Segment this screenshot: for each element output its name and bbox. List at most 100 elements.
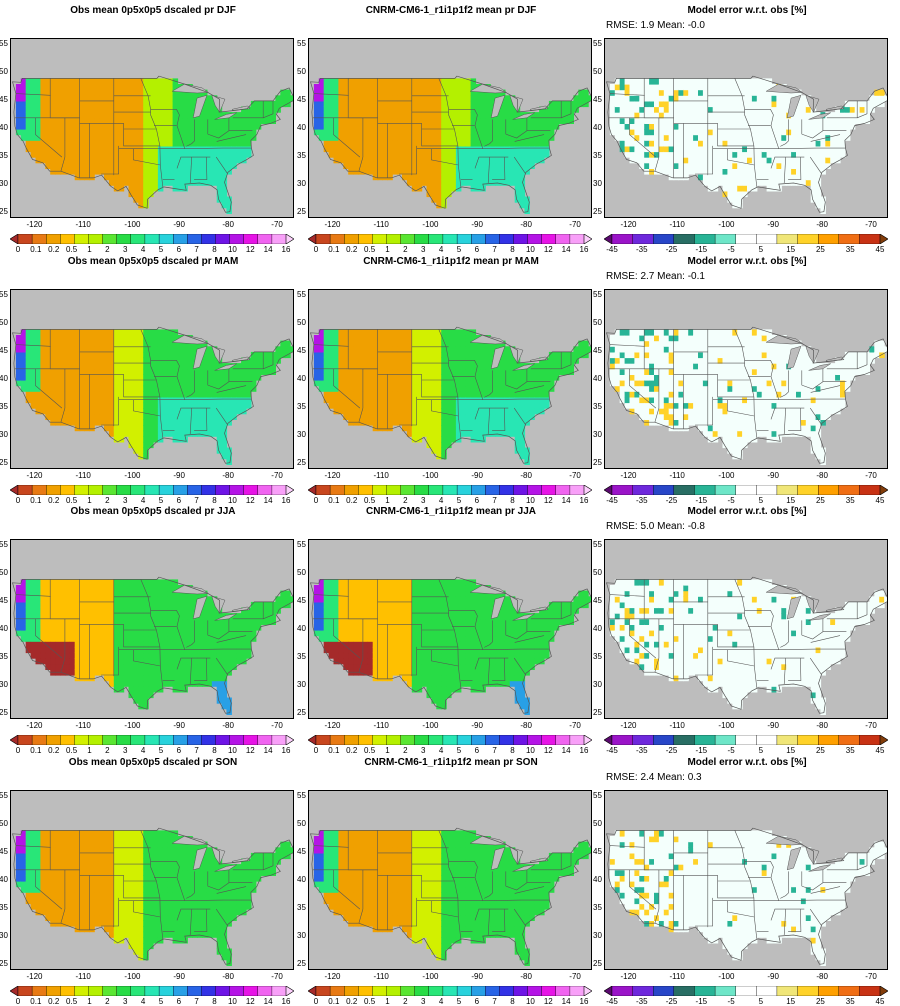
grid-cell (431, 90, 437, 96)
grid-cell (727, 174, 733, 180)
grid-cell (456, 78, 462, 84)
grid-cell (187, 380, 193, 386)
grid-cell (620, 90, 626, 96)
grid-cell (524, 163, 530, 169)
grid-cell (461, 129, 467, 135)
grid-cell (471, 174, 477, 180)
grid-cell (26, 386, 32, 392)
grid-cell (698, 403, 704, 409)
grid-cell (251, 380, 257, 386)
grid-cell (55, 397, 61, 403)
grid-cell (343, 369, 349, 375)
grid-cell (549, 380, 555, 386)
grid-cell (422, 329, 428, 335)
grid-cell (649, 369, 655, 375)
grid-cell (207, 140, 213, 146)
grid-cell (649, 403, 655, 409)
grid-cell (718, 90, 724, 96)
colorbar-swatch (542, 234, 556, 244)
grid-cell (476, 352, 482, 358)
grid-cell (801, 157, 807, 163)
grid-cell (620, 391, 626, 397)
grid-cell (80, 152, 86, 158)
colorbar-swatch (443, 485, 457, 495)
grid-cell (89, 101, 95, 107)
grid-cell (490, 391, 496, 397)
grid-cell (138, 442, 144, 448)
colorbar-tick-label: 14 (562, 245, 571, 254)
grid-cell (84, 352, 90, 358)
grid-cell (436, 358, 442, 364)
grid-cell (178, 95, 184, 101)
grid-cell (830, 112, 836, 118)
grid-cell (148, 335, 154, 341)
grid-cell (158, 123, 164, 129)
grid-cell (153, 185, 159, 191)
grid-cell (236, 129, 242, 135)
grid-cell (319, 90, 325, 96)
grid-cell (529, 397, 535, 403)
grid-cell (70, 369, 76, 375)
grid-cell (495, 386, 501, 392)
grid-cell (222, 448, 228, 454)
grid-cell (178, 358, 184, 364)
grid-cell (767, 95, 773, 101)
grid-cell (114, 391, 120, 397)
grid-cell (26, 90, 32, 96)
grid-cell (348, 152, 354, 158)
grid-cell (515, 197, 521, 203)
grid-cell (65, 329, 71, 335)
grid-cell (338, 374, 344, 380)
grid-cell (649, 341, 655, 347)
grid-cell (495, 157, 501, 163)
grid-cell (397, 386, 403, 392)
grid-cell (644, 152, 650, 158)
grid-cell (202, 363, 208, 369)
grid-cell (348, 107, 354, 113)
grid-cell (182, 174, 188, 180)
grid-cell (55, 335, 61, 341)
grid-cell (634, 346, 640, 352)
grid-cell (173, 346, 179, 352)
grid-cell (422, 140, 428, 146)
grid-cell (412, 374, 418, 380)
grid-cell (329, 397, 335, 403)
colorbar-tick-label: 12 (246, 245, 255, 254)
grid-cell (806, 157, 812, 163)
grid-cell (674, 152, 680, 158)
grid-cell (693, 95, 699, 101)
grid-cell (397, 397, 403, 403)
grid-cell (348, 123, 354, 129)
grid-cell (811, 163, 817, 169)
grid-cell (212, 146, 218, 152)
grid-cell (688, 152, 694, 158)
grid-cell (236, 391, 242, 397)
grid-cell (148, 152, 154, 158)
grid-cell (334, 363, 340, 369)
grid-cell (659, 369, 665, 375)
grid-cell (427, 101, 433, 107)
grid-cell (148, 403, 154, 409)
grid-cell (192, 414, 198, 420)
grid-cell (456, 95, 462, 101)
grid-cell (168, 168, 174, 174)
grid-cell (60, 107, 66, 113)
grid-cell (791, 118, 797, 124)
grid-cell (718, 78, 724, 84)
lat-tick-label: 40 (297, 374, 306, 383)
grid-cell (153, 419, 159, 425)
grid-cell (280, 95, 286, 101)
grid-cell (324, 78, 330, 84)
grid-cell (480, 403, 486, 409)
grid-cell (148, 180, 154, 186)
lat-tick-label: 35 (593, 151, 602, 160)
grid-cell (835, 123, 841, 129)
grid-cell (417, 107, 423, 113)
grid-cell (329, 95, 335, 101)
grid-cell (549, 112, 555, 118)
grid-cell (353, 152, 359, 158)
colorbar-tick-label: -25 (666, 245, 678, 254)
grid-cell (378, 135, 384, 141)
grid-cell (114, 329, 120, 335)
grid-cell (615, 346, 621, 352)
